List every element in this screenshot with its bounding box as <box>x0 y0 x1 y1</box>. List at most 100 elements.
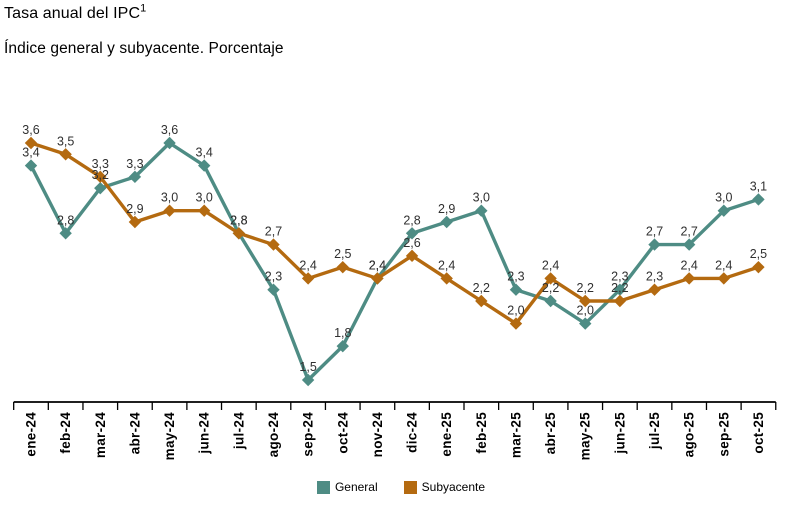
data-point-marker-subyacente <box>613 294 627 308</box>
data-point-marker-general <box>59 227 72 240</box>
data-point-marker-subyacente <box>752 260 765 274</box>
data-point-marker-general <box>24 159 38 172</box>
x-axis-label: sep-24 <box>301 412 316 457</box>
data-point-marker-general <box>682 238 696 251</box>
x-axis-label: ene-25 <box>439 412 454 457</box>
chart-canvas: ene-24 feb-24 mar-24 abr-24 may-24 jun-24 jul-… <box>13 123 777 461</box>
data-point-label-general: 3,6 <box>161 123 178 137</box>
data-point-marker-subyacente <box>267 238 280 251</box>
data-point-marker-subyacente <box>336 260 349 274</box>
data-point-label-subyacente: 2,5 <box>750 247 767 261</box>
data-point-marker-subyacente <box>717 272 730 285</box>
data-point-label-subyacente: 2,5 <box>334 247 351 261</box>
data-point-label-subyacente: 2,3 <box>646 270 663 284</box>
data-point-label-subyacente: 2,0 <box>507 304 524 318</box>
data-point-label-general: 3,0 <box>715 191 732 205</box>
data-point-marker-general <box>198 159 211 172</box>
title-footnote-marker: 1 <box>140 2 147 15</box>
data-point-label-general: 3,4 <box>196 146 213 160</box>
data-point-label-subyacente: 2,2 <box>611 281 628 295</box>
data-point-label-subyacente: 3,0 <box>161 191 178 205</box>
data-point-label-subyacente: 2,9 <box>126 202 143 216</box>
data-point-marker-general <box>128 170 142 184</box>
data-point-label-general: 3,4 <box>22 146 39 160</box>
data-point-label-general: 2,7 <box>680 225 697 239</box>
x-axis-label: may-25 <box>578 412 593 461</box>
data-point-label-general: 2,3 <box>507 270 524 284</box>
x-axis-label: may-24 <box>162 412 177 461</box>
data-point-label-general: 2,3 <box>265 270 282 284</box>
legend-swatch-subyacente <box>403 480 417 494</box>
legend-label-general: General <box>334 480 378 494</box>
data-point-marker-general <box>717 204 730 217</box>
data-point-label-subyacente: 3,0 <box>196 191 213 205</box>
data-point-label-subyacente: 3,5 <box>57 134 74 148</box>
data-point-marker-subyacente <box>682 272 696 285</box>
data-point-marker-general <box>336 339 349 353</box>
data-point-marker-general <box>579 317 592 330</box>
x-axis-label: jul-25 <box>647 412 662 450</box>
data-point-label-general: 3,2 <box>92 168 109 182</box>
x-axis-label: jun-24 <box>197 412 212 455</box>
x-axis-label: abr-25 <box>543 412 558 455</box>
data-point-label-general: 2,4 <box>369 258 386 272</box>
data-point-label-general: 1,5 <box>299 360 316 374</box>
data-point-marker-subyacente <box>301 272 315 285</box>
data-point-marker-general <box>475 204 488 217</box>
data-point-marker-subyacente <box>509 317 523 330</box>
x-axis-label: nov-24 <box>370 412 385 458</box>
series-line-general <box>29 141 759 382</box>
data-point-label-general: 2,3 <box>611 270 628 284</box>
data-point-marker-general <box>440 215 453 229</box>
data-point-label-general: 2,7 <box>646 225 663 239</box>
data-point-marker-general <box>94 181 107 195</box>
data-point-label-general: 3,0 <box>473 191 490 205</box>
legend-item-subyacente: Subyacente <box>403 480 486 494</box>
data-point-label-general: 2,9 <box>438 202 455 216</box>
data-point-label-subyacente: 3,6 <box>22 123 39 137</box>
data-point-marker-subyacente <box>163 204 176 217</box>
x-axis-label: feb-25 <box>474 412 489 454</box>
data-point-label-general: 3,3 <box>126 157 143 171</box>
data-point-label-general: 2,8 <box>57 213 74 227</box>
data-point-label-general: 2,8 <box>403 213 420 227</box>
data-point-marker-general <box>613 283 627 296</box>
data-point-label-subyacente: 2,7 <box>265 225 282 239</box>
data-point-marker-subyacente <box>440 272 453 285</box>
data-point-marker-subyacente <box>648 283 661 296</box>
x-axis-label: ene-24 <box>24 412 39 457</box>
data-point-label-general: 2,2 <box>542 281 559 295</box>
page-title: Tasa anual del IPC1 <box>4 2 147 23</box>
data-point-marker-subyacente <box>405 249 419 263</box>
x-axis-label: dic-24 <box>405 412 420 453</box>
data-point-marker-subyacente <box>198 204 211 217</box>
x-axis-label: abr-24 <box>127 412 142 455</box>
legend-swatch-general <box>316 480 330 494</box>
x-axis-label: oct-25 <box>751 412 766 454</box>
data-point-label-subyacente: 2,4 <box>299 258 316 272</box>
series-line-subyacente <box>30 141 759 326</box>
data-point-marker-general <box>301 373 315 387</box>
data-point-label-subyacente: 2,2 <box>577 281 594 295</box>
data-point-marker-subyacente <box>94 170 107 184</box>
data-point-marker-subyacente <box>544 272 557 285</box>
data-point-label-subyacente: 2,6 <box>403 236 420 250</box>
x-axis-label: ago-24 <box>266 412 281 458</box>
x-axis-label: sep-25 <box>716 412 731 457</box>
data-point-marker-subyacente <box>371 272 384 285</box>
data-point-label-subyacente: 2,4 <box>369 258 386 272</box>
chart-legend: General Subyacente <box>0 480 802 494</box>
legend-label-subyacente: Subyacente <box>421 480 486 494</box>
data-point-label-general: 1,8 <box>334 326 351 340</box>
data-point-label-general: 2,8 <box>230 213 247 227</box>
data-point-marker-subyacente <box>579 294 592 308</box>
line-chart: ene-24 feb-24 mar-24 abr-24 may-24 jun-24 jul-… <box>0 70 802 480</box>
data-point-label-subyacente: 2,4 <box>715 258 732 272</box>
data-point-marker-subyacente <box>59 148 72 161</box>
data-point-label-subyacente: 2,8 <box>230 213 247 227</box>
x-axis-label: feb-24 <box>58 412 73 454</box>
data-point-marker-general <box>267 283 280 296</box>
x-axis-label: ago-25 <box>682 412 697 458</box>
data-point-label-general: 2,0 <box>577 304 594 318</box>
